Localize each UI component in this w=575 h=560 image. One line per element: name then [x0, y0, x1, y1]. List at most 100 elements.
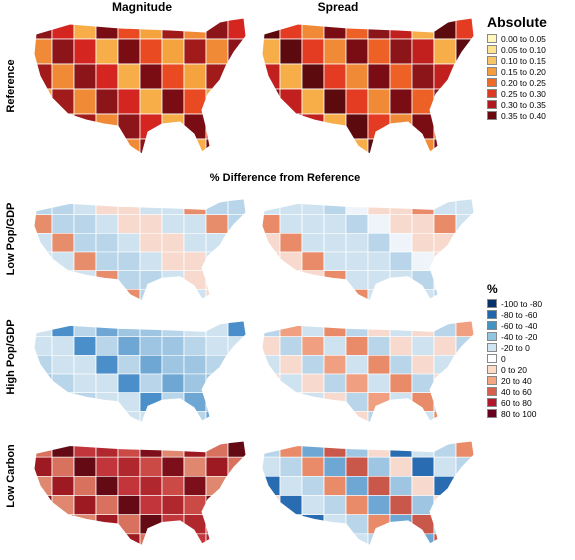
legend-percent-label: 0 to 20 [501, 364, 527, 375]
state-region [345, 373, 369, 393]
state-region [117, 88, 141, 115]
state-region [323, 289, 347, 301]
state-region [345, 456, 369, 477]
state-region [161, 456, 185, 477]
state-region [95, 63, 119, 90]
state-region [433, 441, 457, 458]
state-region [227, 63, 246, 90]
state-region [139, 441, 163, 458]
state-region [367, 495, 391, 515]
state-region [73, 456, 97, 477]
state-region [279, 289, 303, 301]
state-region [183, 355, 207, 375]
state-region [117, 456, 141, 477]
state-region [95, 88, 119, 115]
state-region [455, 88, 474, 115]
state-region [95, 138, 119, 154]
state-region [183, 18, 207, 40]
state-region [95, 251, 119, 271]
state-region [389, 373, 413, 393]
state-region [367, 88, 391, 115]
state-region [139, 198, 163, 215]
map-lowcarbon-magnitude [33, 440, 247, 546]
state-region [323, 514, 347, 535]
state-region [389, 441, 413, 458]
state-region [205, 392, 229, 412]
state-region [95, 270, 119, 290]
legend-percent-item: 80 to 100 [487, 408, 542, 419]
legend-absolute-swatch [487, 45, 497, 54]
state-region [389, 113, 413, 140]
state-region [227, 214, 246, 234]
state-region [139, 233, 163, 253]
state-region [262, 38, 281, 65]
state-region [73, 320, 97, 337]
state-region [227, 373, 246, 393]
state-region [262, 336, 281, 356]
legend-percent-swatch [487, 398, 497, 407]
state-region [411, 320, 435, 337]
state-region [345, 392, 369, 412]
state-region [205, 456, 229, 477]
state-region [262, 270, 281, 290]
state-region [455, 214, 474, 234]
state-region [183, 198, 207, 215]
state-region [117, 476, 141, 496]
state-region [279, 355, 303, 375]
state-region [205, 270, 229, 290]
state-region [279, 392, 303, 412]
state-region [205, 476, 229, 496]
map-reference-spread [261, 17, 475, 155]
legend-percent: % -100 to -80 -80 to -60 -60 to -40 -40 to … [487, 282, 542, 419]
state-region [161, 320, 185, 337]
state-region [139, 411, 163, 423]
state-region [117, 233, 141, 253]
state-region [262, 18, 281, 40]
state-region [345, 214, 369, 234]
legend-percent-label: 40 to 60 [501, 386, 532, 397]
state-region [455, 138, 474, 154]
state-region [51, 392, 75, 412]
legend-percent-label: 80 to 100 [501, 408, 537, 419]
state-region [51, 270, 75, 290]
state-region [34, 533, 53, 546]
state-region [227, 18, 246, 40]
state-region [411, 233, 435, 253]
legend-percent-label: -80 to -60 [501, 309, 538, 320]
legend-absolute-label: 0.10 to 0.15 [501, 55, 546, 66]
state-region [161, 198, 185, 215]
state-region [389, 514, 413, 535]
legend-absolute: Absolute 0.00 to 0.05 0.05 to 0.10 0.10 to… [487, 14, 547, 121]
state-region [323, 251, 347, 271]
legend-percent-item: -100 to -80 [487, 298, 542, 309]
legend-percent-swatch [487, 376, 497, 385]
state-region [262, 533, 281, 546]
state-region [455, 392, 474, 412]
state-region [279, 533, 303, 546]
state-region [161, 533, 185, 546]
state-region [455, 373, 474, 393]
state-region [205, 355, 229, 375]
state-region [279, 63, 303, 90]
state-region [139, 392, 163, 412]
state-region [51, 63, 75, 90]
state-region [227, 251, 246, 271]
state-region [227, 392, 246, 412]
state-region [227, 514, 246, 535]
state-region [367, 373, 391, 393]
state-region [367, 113, 391, 140]
legend-percent-label: -60 to -40 [501, 320, 538, 331]
column-heading-magnitude: Magnitude [112, 0, 172, 14]
legend-percent-item: -20 to 0 [487, 342, 542, 353]
state-region [323, 495, 347, 515]
state-region [73, 113, 97, 140]
map-highpop-magnitude [33, 320, 247, 424]
state-region [227, 198, 246, 215]
state-region [73, 533, 97, 546]
state-region [389, 355, 413, 375]
state-region [389, 495, 413, 515]
state-region [139, 113, 163, 140]
state-region [227, 138, 246, 154]
state-region [389, 392, 413, 412]
state-region [34, 476, 53, 496]
